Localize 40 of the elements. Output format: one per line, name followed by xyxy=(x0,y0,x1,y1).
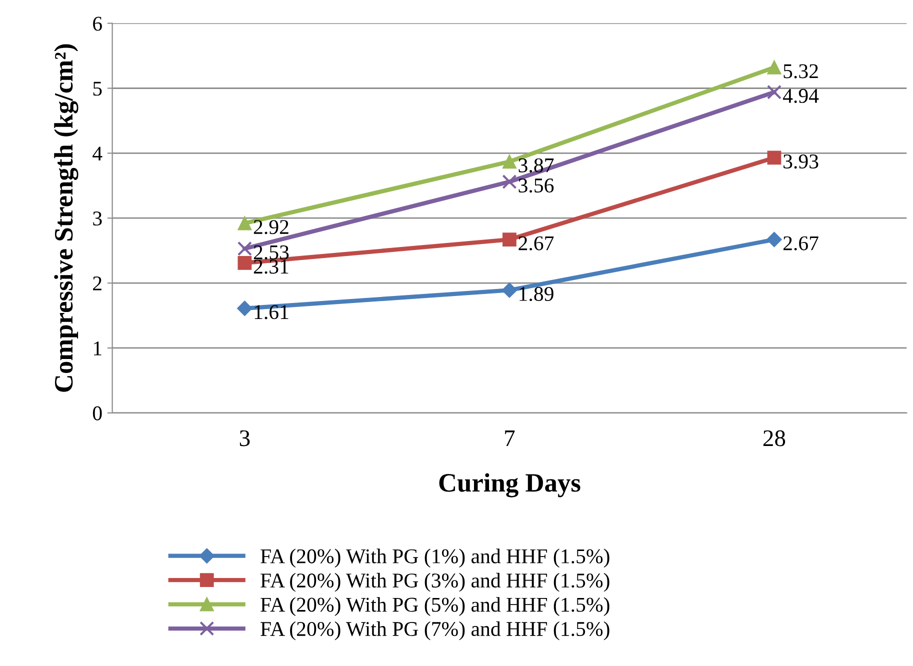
data-label: 3.56 xyxy=(518,178,554,193)
point xyxy=(766,232,782,248)
y-axis-title: Compressive Strength (kg/cm²) xyxy=(54,44,78,392)
data-label: 3.87 xyxy=(518,158,554,172)
data-label: 1.61 xyxy=(254,305,288,320)
legend-label: FA (20%) With PG (3%) and HHF (1.5%) xyxy=(260,572,610,592)
point xyxy=(237,241,252,256)
data-label: 2.53 xyxy=(254,245,289,260)
data-label: 1.89 xyxy=(520,286,554,302)
point xyxy=(237,300,252,316)
data-label: 2.67 xyxy=(518,236,554,250)
x-tick-label: 3 xyxy=(240,430,250,446)
point xyxy=(767,60,782,74)
y-tick-label: 0 xyxy=(92,406,102,420)
data-label: 3.93 xyxy=(784,154,818,169)
point xyxy=(766,84,782,100)
y-tick-label: 1 xyxy=(94,341,102,356)
data-label: 4.94 xyxy=(782,88,819,104)
data-label: 2.67 xyxy=(783,236,818,250)
y-tick-label: 4 xyxy=(92,146,102,160)
point xyxy=(502,232,516,246)
point xyxy=(767,150,782,165)
x-tick-label: 28 xyxy=(763,430,786,446)
y-tick-label: 6 xyxy=(93,16,102,31)
legend-label: FA (20%) With PG (7%) and HHF (1.5%) xyxy=(260,621,610,640)
x-tick-label: 7 xyxy=(505,430,515,446)
x-axis-title: Curing Days xyxy=(439,473,580,498)
y-tick-label: 2 xyxy=(93,276,102,290)
legend-label: FA (20%) With PG (5%) and HHF (1.5%) xyxy=(260,597,610,616)
data-label: 2.31 xyxy=(254,260,288,274)
data-label: 5.32 xyxy=(784,64,818,78)
point xyxy=(502,282,518,298)
point xyxy=(502,154,516,169)
point xyxy=(238,256,252,270)
y-tick-label: 5 xyxy=(93,82,102,96)
y-tick-label: 3 xyxy=(93,212,102,226)
legend-label: FA (20%) With PG (1%) and HHF (1.5%) xyxy=(260,548,610,568)
point xyxy=(238,216,252,230)
data-label: 2.92 xyxy=(254,220,288,234)
point xyxy=(502,174,517,190)
